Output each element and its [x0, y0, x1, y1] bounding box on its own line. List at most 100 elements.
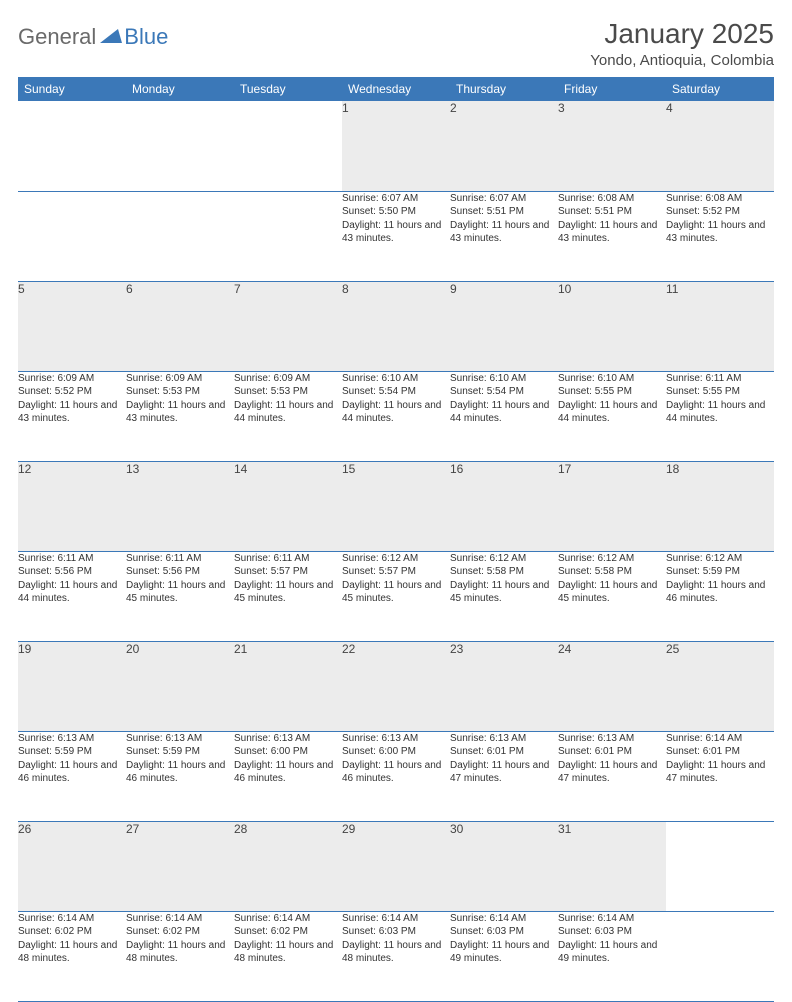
daylight-line: Daylight: 11 hours and 47 minutes.: [558, 759, 666, 786]
daylight-line: Daylight: 11 hours and 43 minutes.: [666, 219, 774, 246]
day-number-cell: 27: [126, 821, 234, 911]
day-data-cell: Sunrise: 6:13 AMSunset: 6:01 PMDaylight:…: [558, 731, 666, 821]
day-number-cell: 22: [342, 641, 450, 731]
sunset-line: Sunset: 5:53 PM: [234, 385, 342, 399]
sunset-line: Sunset: 6:02 PM: [234, 925, 342, 939]
day-data-cell: Sunrise: 6:11 AMSunset: 5:56 PMDaylight:…: [126, 551, 234, 641]
sunrise-line: Sunrise: 6:07 AM: [450, 192, 558, 206]
week-daynum-row: 19202122232425: [18, 641, 774, 731]
daylight-line: Daylight: 11 hours and 46 minutes.: [234, 759, 342, 786]
day-number-cell: 31: [558, 821, 666, 911]
daylight-line: Daylight: 11 hours and 45 minutes.: [342, 579, 450, 606]
daylight-line: Daylight: 11 hours and 44 minutes.: [342, 399, 450, 426]
sunrise-line: Sunrise: 6:13 AM: [126, 732, 234, 746]
sunset-line: Sunset: 5:55 PM: [666, 385, 774, 399]
day-data-cell: Sunrise: 6:08 AMSunset: 5:52 PMDaylight:…: [666, 191, 774, 281]
day-data-cell: Sunrise: 6:07 AMSunset: 5:50 PMDaylight:…: [342, 191, 450, 281]
day-header: Tuesday: [234, 77, 342, 101]
sunset-line: Sunset: 5:52 PM: [666, 205, 774, 219]
day-number-cell: 8: [342, 281, 450, 371]
daylight-line: Daylight: 11 hours and 48 minutes.: [234, 939, 342, 966]
sunset-line: Sunset: 6:01 PM: [558, 745, 666, 759]
day-header: Friday: [558, 77, 666, 101]
sunrise-line: Sunrise: 6:08 AM: [558, 192, 666, 206]
day-number-cell: 19: [18, 641, 126, 731]
sunrise-line: Sunrise: 6:13 AM: [558, 732, 666, 746]
brand-text-part2: Blue: [124, 24, 168, 50]
day-number-cell: 20: [126, 641, 234, 731]
brand-text-part1: General: [18, 24, 96, 50]
week-data-row: Sunrise: 6:09 AMSunset: 5:52 PMDaylight:…: [18, 371, 774, 461]
day-number-cell: 26: [18, 821, 126, 911]
calendar-table: Sunday Monday Tuesday Wednesday Thursday…: [18, 77, 774, 1002]
day-data-cell: Sunrise: 6:07 AMSunset: 5:51 PMDaylight:…: [450, 191, 558, 281]
day-data-cell: [234, 191, 342, 281]
daylight-line: Daylight: 11 hours and 49 minutes.: [450, 939, 558, 966]
day-data-cell: Sunrise: 6:13 AMSunset: 6:01 PMDaylight:…: [450, 731, 558, 821]
day-number-cell: 5: [18, 281, 126, 371]
day-data-cell: Sunrise: 6:11 AMSunset: 5:57 PMDaylight:…: [234, 551, 342, 641]
day-number-cell: 28: [234, 821, 342, 911]
day-data-cell: Sunrise: 6:13 AMSunset: 5:59 PMDaylight:…: [126, 731, 234, 821]
sunset-line: Sunset: 5:51 PM: [450, 205, 558, 219]
day-data-cell: Sunrise: 6:09 AMSunset: 5:52 PMDaylight:…: [18, 371, 126, 461]
day-data-cell: Sunrise: 6:12 AMSunset: 5:57 PMDaylight:…: [342, 551, 450, 641]
daylight-line: Daylight: 11 hours and 47 minutes.: [666, 759, 774, 786]
sunrise-line: Sunrise: 6:11 AM: [234, 552, 342, 566]
sunrise-line: Sunrise: 6:12 AM: [666, 552, 774, 566]
day-data-cell: Sunrise: 6:13 AMSunset: 6:00 PMDaylight:…: [342, 731, 450, 821]
day-data-cell: Sunrise: 6:08 AMSunset: 5:51 PMDaylight:…: [558, 191, 666, 281]
day-number-cell: 18: [666, 461, 774, 551]
sunset-line: Sunset: 5:57 PM: [342, 565, 450, 579]
sunrise-line: Sunrise: 6:12 AM: [558, 552, 666, 566]
day-number-cell: [234, 101, 342, 191]
sunrise-line: Sunrise: 6:13 AM: [342, 732, 450, 746]
day-data-cell: Sunrise: 6:14 AMSunset: 6:03 PMDaylight:…: [450, 911, 558, 1001]
daylight-line: Daylight: 11 hours and 47 minutes.: [450, 759, 558, 786]
day-number-cell: 24: [558, 641, 666, 731]
sunset-line: Sunset: 5:58 PM: [558, 565, 666, 579]
sunset-line: Sunset: 5:56 PM: [18, 565, 126, 579]
sunrise-line: Sunrise: 6:13 AM: [18, 732, 126, 746]
day-number-cell: 17: [558, 461, 666, 551]
sunset-line: Sunset: 5:56 PM: [126, 565, 234, 579]
sunset-line: Sunset: 5:59 PM: [18, 745, 126, 759]
daylight-line: Daylight: 11 hours and 46 minutes.: [666, 579, 774, 606]
sunrise-line: Sunrise: 6:14 AM: [126, 912, 234, 926]
sunrise-line: Sunrise: 6:14 AM: [342, 912, 450, 926]
day-number-cell: 12: [18, 461, 126, 551]
day-number-cell: 2: [450, 101, 558, 191]
daylight-line: Daylight: 11 hours and 43 minutes.: [126, 399, 234, 426]
sunset-line: Sunset: 5:57 PM: [234, 565, 342, 579]
sunrise-line: Sunrise: 6:09 AM: [234, 372, 342, 386]
sunset-line: Sunset: 5:54 PM: [450, 385, 558, 399]
day-number-cell: 7: [234, 281, 342, 371]
day-number-cell: 14: [234, 461, 342, 551]
day-number-cell: 15: [342, 461, 450, 551]
sunrise-line: Sunrise: 6:14 AM: [234, 912, 342, 926]
brand-logo: General Blue: [18, 18, 168, 50]
day-number-cell: 16: [450, 461, 558, 551]
week-daynum-row: 567891011: [18, 281, 774, 371]
location-text: Yondo, Antioquia, Colombia: [590, 52, 774, 69]
sunrise-line: Sunrise: 6:14 AM: [450, 912, 558, 926]
week-daynum-row: 1234: [18, 101, 774, 191]
title-block: January 2025 Yondo, Antioquia, Colombia: [590, 18, 774, 69]
day-number-cell: 6: [126, 281, 234, 371]
sunrise-line: Sunrise: 6:12 AM: [342, 552, 450, 566]
sunrise-line: Sunrise: 6:07 AM: [342, 192, 450, 206]
day-header: Saturday: [666, 77, 774, 101]
daylight-line: Daylight: 11 hours and 45 minutes.: [234, 579, 342, 606]
daylight-line: Daylight: 11 hours and 46 minutes.: [18, 759, 126, 786]
sunrise-line: Sunrise: 6:11 AM: [126, 552, 234, 566]
week-daynum-row: 12131415161718: [18, 461, 774, 551]
sunset-line: Sunset: 5:50 PM: [342, 205, 450, 219]
day-data-cell: Sunrise: 6:14 AMSunset: 6:02 PMDaylight:…: [18, 911, 126, 1001]
day-data-cell: Sunrise: 6:10 AMSunset: 5:55 PMDaylight:…: [558, 371, 666, 461]
daylight-line: Daylight: 11 hours and 45 minutes.: [450, 579, 558, 606]
sunrise-line: Sunrise: 6:11 AM: [18, 552, 126, 566]
daylight-line: Daylight: 11 hours and 43 minutes.: [18, 399, 126, 426]
day-data-cell: Sunrise: 6:14 AMSunset: 6:03 PMDaylight:…: [558, 911, 666, 1001]
week-data-row: Sunrise: 6:13 AMSunset: 5:59 PMDaylight:…: [18, 731, 774, 821]
sunset-line: Sunset: 5:59 PM: [126, 745, 234, 759]
